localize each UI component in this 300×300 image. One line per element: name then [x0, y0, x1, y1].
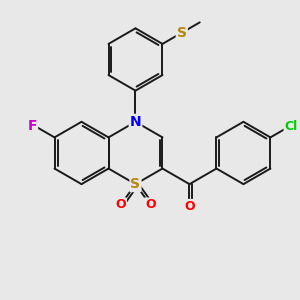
Text: S: S — [177, 26, 187, 40]
Text: Cl: Cl — [285, 120, 298, 133]
Text: S: S — [130, 177, 140, 191]
Text: N: N — [130, 115, 141, 129]
Text: O: O — [145, 198, 156, 212]
Text: O: O — [115, 198, 126, 212]
Text: F: F — [28, 119, 37, 133]
Text: O: O — [184, 200, 195, 213]
